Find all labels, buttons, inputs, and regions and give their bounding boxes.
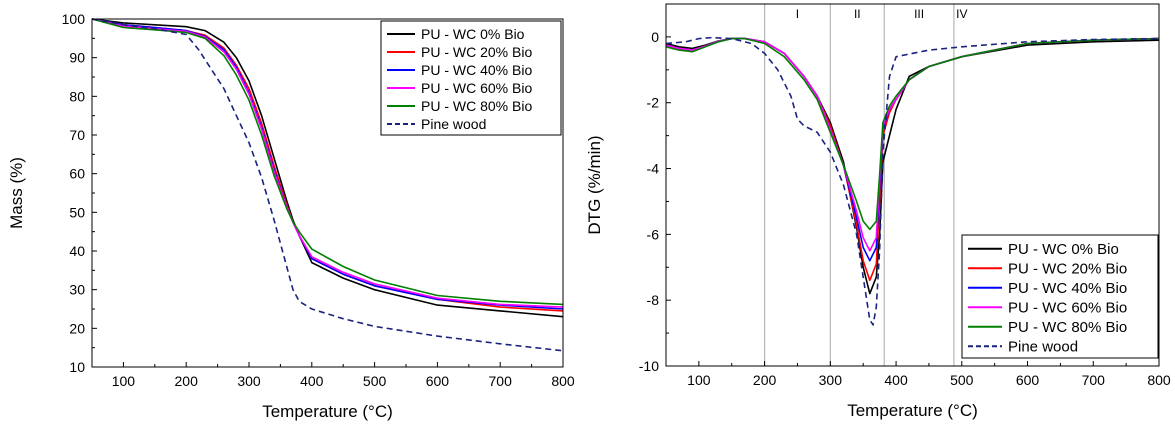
y-tick-label: 70 — [69, 127, 85, 143]
legend-entry: Pine wood — [1008, 339, 1078, 356]
x-axis-label: Temperature (°C) — [847, 401, 978, 420]
x-tick-label: 400 — [884, 372, 908, 388]
series-line-6 — [91, 18, 564, 352]
y-tick-label: 20 — [69, 320, 85, 336]
y-tick-label: 40 — [69, 243, 85, 259]
x-tick-label: 600 — [1016, 372, 1040, 388]
x-tick-label: 300 — [819, 372, 843, 388]
legend-entry: PU - WC 0% Bio — [1008, 241, 1119, 258]
series-line-5 — [91, 18, 564, 306]
y-tick-label: -8 — [647, 292, 660, 308]
x-tick-label: 300 — [237, 373, 261, 389]
legend-entry: PU - WC 0% Bio — [421, 26, 525, 42]
y-tick-label: 0 — [651, 29, 659, 45]
legend-box — [380, 20, 562, 136]
y-tick-label: 50 — [69, 204, 85, 220]
legend-entry: PU - WC 80% Bio — [1008, 319, 1127, 336]
y-tick-label: 30 — [69, 282, 85, 298]
region-label: I — [796, 7, 799, 21]
x-tick-label: 700 — [489, 373, 513, 389]
y-axis-label: DTG (%/min) — [585, 135, 604, 234]
series-line-1 — [91, 18, 564, 318]
y-tick-label: -2 — [647, 95, 660, 111]
legend: PU - WC 0% Bio PU - WC 20% Bio PU - WC 40%… — [380, 20, 562, 136]
legend-entry: Pine wood — [421, 116, 486, 132]
y-tick-label: -4 — [647, 161, 660, 177]
legend-entry: PU - WC 20% Bio — [421, 44, 532, 60]
legend-entry: PU - WC 20% Bio — [1008, 261, 1127, 278]
y-axis-label: Mass (%) — [7, 157, 26, 229]
legend: PU - WC 0% Bio PU - WC 20% Bio PU - WC 40%… — [961, 234, 1159, 359]
legend-entry: PU - WC 80% Bio — [421, 98, 532, 114]
x-tick-label: 500 — [363, 373, 387, 389]
x-tick-label: 400 — [300, 373, 324, 389]
region-label: III — [914, 7, 924, 21]
y-tick-label: 90 — [69, 50, 85, 66]
x-tick-label: 800 — [1147, 372, 1171, 388]
y-tick-label: 80 — [69, 88, 85, 104]
x-axis-label: Temperature (°C) — [262, 402, 393, 421]
y-tick-label: 60 — [69, 166, 85, 182]
x-tick-label: 200 — [175, 373, 199, 389]
x-tick-label: 100 — [112, 373, 136, 389]
x-tick-label: 700 — [1082, 372, 1106, 388]
series-line-4 — [91, 18, 564, 308]
legend-box — [961, 234, 1159, 359]
x-tick-label: 800 — [551, 373, 575, 389]
legend-entry: PU - WC 60% Bio — [421, 80, 532, 96]
legend-entry: PU - WC 40% Bio — [1008, 280, 1127, 297]
y-tick-label: 100 — [62, 11, 86, 27]
series-line-4 — [665, 37, 1160, 252]
series-line-6 — [665, 36, 1160, 326]
y-tick-label: -10 — [639, 358, 659, 374]
x-tick-label: 200 — [753, 372, 777, 388]
x-tick-label: 500 — [950, 372, 974, 388]
region-label: II — [854, 7, 861, 21]
plot-frame — [665, 3, 1160, 367]
legend-entry: PU - WC 60% Bio — [1008, 300, 1127, 317]
legend-entry: PU - WC 40% Bio — [421, 62, 532, 78]
x-tick-label: 600 — [426, 373, 450, 389]
y-tick-label: -6 — [647, 226, 660, 242]
region-label: IV — [956, 7, 967, 21]
chart-1: 100 200 300 400 500 600 700 800 10 20 30 40 50 60 70 80… — [7, 11, 575, 421]
y-tick-label: 10 — [69, 359, 85, 375]
x-tick-label: 100 — [687, 372, 711, 388]
series-line-3 — [665, 37, 1160, 262]
series-line-5 — [665, 37, 1160, 231]
